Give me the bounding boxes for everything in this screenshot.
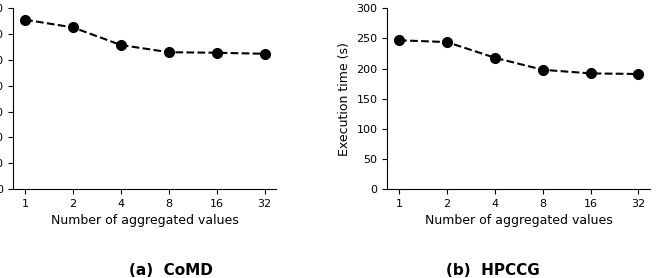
- X-axis label: Number of aggregated values: Number of aggregated values: [51, 214, 238, 227]
- Text: (b)  HPCCG: (b) HPCCG: [446, 263, 539, 278]
- Text: (a)  CoMD: (a) CoMD: [129, 263, 213, 278]
- X-axis label: Number of aggregated values: Number of aggregated values: [425, 214, 612, 227]
- Y-axis label: Execution time (s): Execution time (s): [338, 42, 351, 156]
